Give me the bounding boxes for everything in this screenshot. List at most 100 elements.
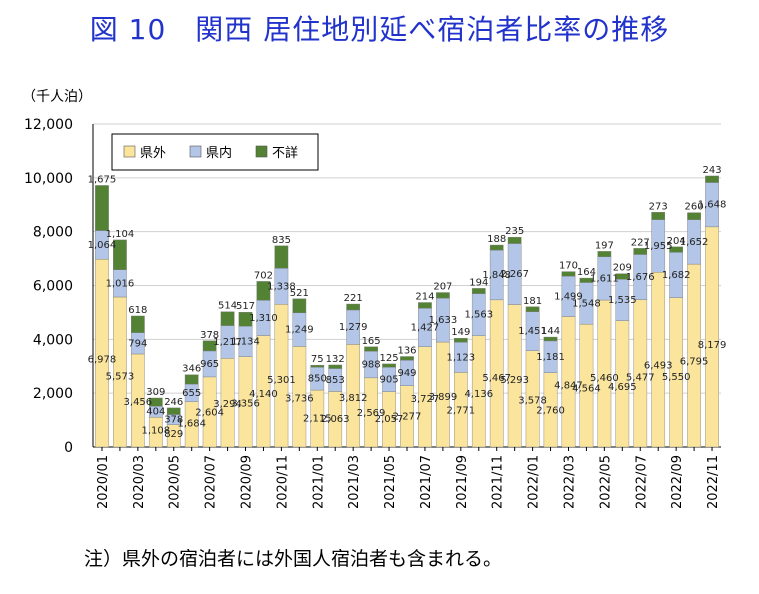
data-label: 4,564: [572, 384, 601, 395]
legend-label: 不詳: [272, 145, 298, 161]
bar-segment: [705, 226, 719, 448]
bar-segment: [95, 185, 109, 231]
data-label: 1,181: [536, 352, 565, 363]
y-unit-label: （千人泊）: [22, 89, 92, 105]
data-label: 209: [613, 263, 632, 274]
bar-segment: [418, 302, 432, 309]
legend: 県外 県内 不詳: [111, 133, 319, 171]
bar-segment: [346, 303, 361, 311]
bar-segment: [220, 311, 235, 326]
bar-segment: [687, 263, 701, 448]
data-label: 164: [577, 267, 596, 278]
bar-segment: [202, 340, 217, 352]
data-label: 136: [397, 346, 416, 357]
bar-segment: [274, 245, 289, 269]
data-label: 2,771: [447, 405, 476, 416]
y-tick-label: 6,000: [33, 279, 73, 295]
data-label: 949: [397, 368, 416, 379]
bar-segment: [113, 239, 127, 270]
x-tick-label: 2022/09: [670, 455, 685, 509]
legend-swatch: [255, 145, 268, 158]
data-label: 207: [433, 282, 452, 293]
data-label: 3,812: [339, 393, 368, 404]
bar-segment: [669, 246, 683, 253]
data-label: 1,676: [626, 272, 655, 283]
data-label: 850: [308, 374, 327, 385]
legend-label: 県内: [206, 145, 232, 161]
data-label: 1,123: [447, 352, 476, 363]
data-label: 3,736: [285, 394, 314, 405]
data-label: 1,611: [590, 273, 619, 284]
y-tick-label: 4,000: [33, 332, 73, 348]
data-label: 6,978: [88, 354, 117, 365]
bar-segment: [651, 212, 666, 220]
data-label: 2,267: [500, 269, 529, 280]
legend-swatch: [189, 145, 202, 158]
data-label: 965: [200, 359, 219, 370]
data-label: 1,675: [88, 174, 117, 185]
y-tick-label: 2,000: [33, 386, 73, 402]
x-tick-label: 2020/03: [132, 455, 147, 509]
bar-segment: [436, 292, 450, 299]
data-label: 260: [685, 202, 704, 213]
bar-segment: [579, 277, 594, 283]
data-label: 8,179: [698, 340, 727, 351]
data-label: 346: [182, 364, 201, 375]
data-label: 243: [702, 165, 721, 176]
x-tick-label: 2021/11: [491, 455, 506, 509]
bar-segment: [184, 374, 199, 385]
data-label: 3,456: [124, 397, 153, 408]
data-label: 1,338: [267, 281, 296, 292]
bar-segment: [633, 248, 648, 255]
data-label: 4,695: [608, 382, 637, 393]
data-label: 214: [415, 292, 434, 303]
bar-segment: [561, 271, 576, 277]
bar-segment: [310, 364, 325, 368]
data-label: 514: [218, 301, 237, 312]
bar-segment: [131, 315, 145, 333]
data-label: 6,795: [680, 357, 709, 368]
data-label: 5,573: [106, 371, 135, 382]
x-axis: 2020/01 2020/03 2020/05 2020/07 2020/09 2020/…: [96, 447, 721, 509]
data-label: 521: [290, 288, 309, 299]
data-label: 5,467: [482, 373, 511, 384]
data-label: 1,848: [482, 270, 511, 281]
data-label: 221: [344, 293, 363, 304]
data-label: 165: [362, 336, 381, 347]
data-label: 5,301: [267, 375, 296, 386]
bar-segment: [453, 337, 468, 343]
data-label: 170: [559, 261, 578, 272]
data-label: 1,548: [572, 298, 601, 309]
x-tick-label: 2020/01: [96, 455, 111, 509]
bar-segment: [597, 251, 612, 257]
data-label: 1,499: [554, 291, 583, 302]
y-tick-label: 12,000: [24, 117, 73, 133]
data-label: 4,847: [554, 380, 583, 391]
bar-segment: [364, 346, 378, 352]
data-label: 1,064: [88, 240, 117, 251]
data-label: 194: [469, 277, 488, 288]
data-label: 1,563: [464, 310, 493, 321]
data-label: 2,604: [195, 407, 224, 418]
data-label: 1,955: [644, 241, 673, 252]
data-label: 5,550: [662, 372, 691, 383]
data-label: 5,293: [500, 375, 529, 386]
data-label: 4,140: [249, 389, 278, 400]
x-tick-label: 2020/09: [240, 455, 255, 509]
x-tick-label: 2021/01: [311, 455, 326, 509]
data-label: 835: [272, 235, 291, 246]
data-label: 149: [451, 327, 470, 338]
x-tick-label: 2021/05: [383, 455, 398, 509]
data-label: 188: [487, 234, 506, 245]
data-label: 702: [254, 270, 273, 281]
data-label: 1,134: [231, 336, 260, 347]
bar-segment: [507, 236, 522, 244]
legend-swatch: [123, 145, 136, 158]
data-label: 246: [164, 397, 183, 408]
data-label: 3,294: [213, 399, 242, 410]
data-label: 988: [362, 360, 381, 371]
data-label: 3,578: [518, 396, 547, 407]
data-label: 3,899: [429, 392, 458, 403]
data-label: 273: [649, 201, 668, 212]
bar-segment: [705, 175, 719, 183]
